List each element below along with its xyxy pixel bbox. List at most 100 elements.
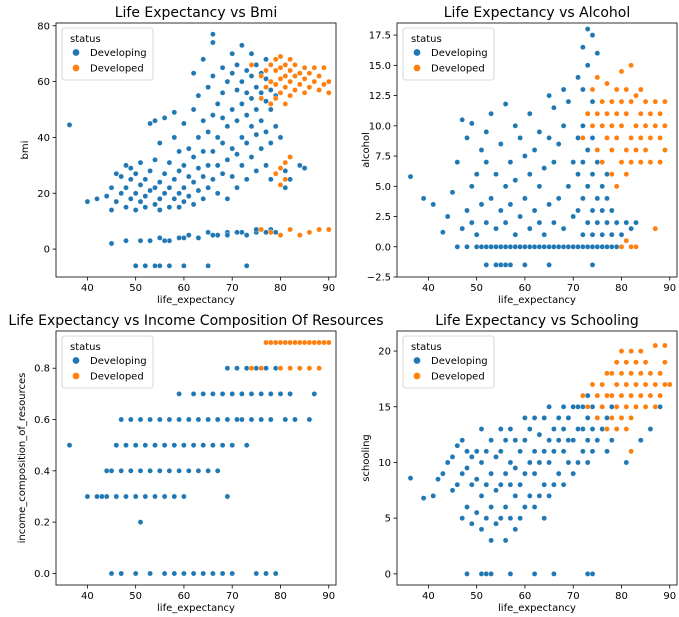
point-developed [282, 176, 289, 183]
point-developing [224, 232, 231, 238]
point-developing [132, 170, 139, 177]
x-tick-label: 80 [274, 591, 287, 602]
point-developing [137, 468, 144, 474]
point-developing [478, 201, 485, 208]
legend-title: status [70, 342, 101, 353]
point-developing [268, 176, 274, 183]
point-developing [464, 244, 470, 250]
point-developing [272, 570, 279, 577]
point-developed [604, 80, 610, 87]
point-developed [297, 70, 303, 76]
point-developing [522, 437, 528, 443]
point-developing [258, 391, 264, 397]
point-developing [137, 159, 144, 166]
subplot-3: 40 50 60 70 80 90 0.0 0.2 0.4 0.6 0.8 Life Expectan… [8, 313, 383, 614]
point-developed [584, 404, 591, 410]
point-developed [258, 226, 264, 233]
point-developing [512, 526, 519, 533]
point-developing [527, 493, 533, 499]
point-developing [108, 240, 115, 247]
legend: status Developing Developed [402, 335, 495, 389]
point-developed [282, 73, 289, 79]
point-developing [157, 207, 163, 213]
point-developing [152, 117, 158, 124]
point-developed [306, 84, 313, 90]
point-developing [128, 468, 134, 474]
point-developing [161, 170, 168, 177]
point-developed [667, 381, 673, 388]
point-developing [584, 62, 591, 69]
point-developing [483, 262, 490, 268]
point-developing [570, 159, 576, 165]
point-developed [326, 226, 332, 233]
point-developing [200, 391, 206, 397]
point-developing [224, 493, 231, 500]
point-developing [282, 184, 289, 191]
point-developing [570, 437, 576, 443]
point-developed [657, 135, 663, 141]
point-developing [224, 365, 231, 371]
point-developing [219, 64, 226, 71]
point-developing [152, 201, 158, 208]
point-developed [301, 90, 308, 96]
x-tick-label: 40 [81, 283, 94, 294]
point-developing [580, 404, 586, 410]
point-developing [541, 481, 547, 488]
y-tick-label: 20 [378, 347, 391, 358]
x-tick-label: 50 [129, 591, 142, 602]
point-developing [171, 176, 178, 183]
point-developing [565, 459, 572, 466]
y-tick-label: 0.2 [34, 518, 50, 529]
point-developing [186, 468, 192, 474]
point-developing [469, 481, 475, 488]
point-developing [132, 263, 139, 269]
legend-marker-developing [413, 356, 421, 365]
point-developing [507, 481, 514, 488]
point-developed [662, 147, 668, 153]
x-tick-label: 50 [470, 283, 483, 294]
point-developing [647, 426, 654, 432]
point-developing [268, 106, 274, 113]
point-developing [604, 415, 610, 421]
point-developing [234, 416, 240, 423]
point-developing [531, 244, 538, 250]
point-developing [128, 416, 134, 423]
chart-title: Life Expectancy vs Schooling [435, 313, 639, 329]
point-developing [248, 73, 255, 79]
point-developed [618, 370, 625, 377]
point-developing [604, 244, 610, 250]
point-developed [268, 78, 274, 85]
y-tick-label: 0.0 [34, 569, 50, 580]
y-tick-label: 5.0 [375, 182, 391, 193]
point-developing [541, 515, 547, 521]
point-developing [498, 426, 504, 432]
point-developed [642, 123, 649, 129]
point-developing [166, 237, 173, 244]
point-developing [118, 173, 124, 180]
point-developing [108, 570, 115, 577]
point-developing [507, 515, 514, 521]
point-developing [493, 244, 499, 250]
point-developed [321, 81, 327, 88]
point-developing [190, 201, 197, 208]
point-developing [234, 87, 240, 93]
point-developing [575, 244, 581, 250]
point-developed [297, 81, 303, 88]
point-developing [459, 515, 465, 521]
point-developed [326, 90, 332, 96]
point-developing [469, 183, 475, 190]
point-developing [531, 470, 538, 477]
y-tick-label: 0 [44, 245, 50, 256]
point-developing [258, 117, 264, 124]
y-tick-label: 2.5 [375, 212, 391, 223]
point-developing [594, 437, 601, 443]
point-developing [157, 235, 163, 241]
point-developing [488, 110, 494, 117]
point-developing [531, 448, 538, 455]
point-developing [507, 459, 514, 466]
point-developing [527, 244, 533, 250]
legend-label-developing: Developing [431, 48, 488, 59]
point-developed [277, 182, 284, 188]
legend-marker-developing [413, 48, 421, 57]
point-developed [287, 67, 293, 74]
